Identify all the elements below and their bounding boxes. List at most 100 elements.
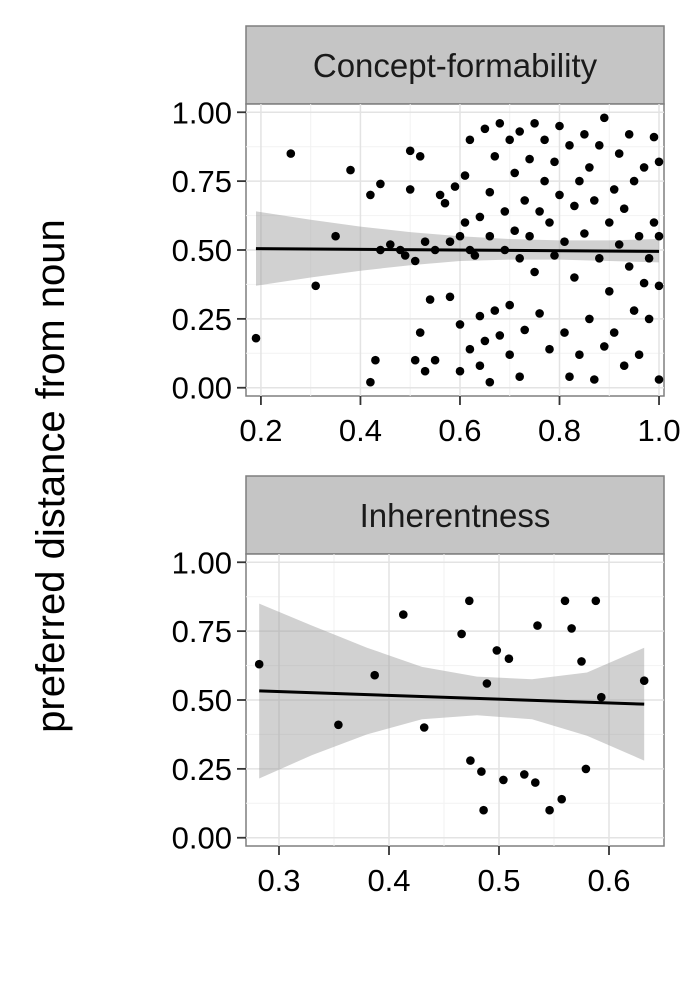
data-point (505, 135, 514, 145)
data-point (475, 311, 485, 321)
data-point (531, 778, 540, 787)
data-point (624, 262, 634, 271)
data-point (370, 670, 380, 680)
data-point (430, 245, 440, 255)
data-point (425, 295, 435, 304)
data-point (565, 141, 574, 150)
data-point (450, 182, 460, 191)
data-point (415, 328, 425, 337)
data-point (634, 350, 644, 360)
data-point (639, 676, 649, 685)
data-point (440, 198, 450, 208)
data-point (492, 646, 502, 655)
data-point (400, 251, 410, 260)
data-point (477, 767, 486, 776)
data-point (445, 292, 455, 302)
data-point (614, 240, 624, 249)
data-point (644, 253, 654, 263)
data-point (605, 218, 614, 227)
data-point (560, 328, 569, 337)
data-point (485, 231, 495, 241)
data-point (505, 300, 514, 310)
data-point (466, 756, 475, 765)
data-point (560, 596, 570, 606)
data-point (419, 723, 429, 732)
data-point (533, 621, 542, 630)
data-point (515, 127, 524, 136)
data-point (490, 152, 500, 161)
data-point (575, 176, 584, 186)
data-point (415, 152, 425, 161)
y-tick-label: 0.00 (172, 821, 232, 856)
data-point (614, 149, 624, 158)
data-point (460, 218, 470, 227)
data-point (619, 361, 629, 371)
data-point (500, 207, 510, 216)
data-point (520, 196, 529, 205)
x-tick-label: 0.6 (587, 863, 630, 898)
data-point (366, 377, 375, 387)
strip-background (245, 25, 665, 105)
x-tick-label: 0.2 (239, 413, 282, 448)
data-point (485, 377, 495, 387)
regression-line (259, 689, 645, 706)
data-point (580, 130, 589, 139)
y-tick-label: 1.00 (172, 545, 232, 580)
data-point (590, 196, 599, 205)
y-tick-label: 1.00 (172, 95, 232, 130)
data-point (540, 135, 549, 145)
data-point (515, 372, 524, 382)
data-point (405, 185, 415, 194)
y-tick-label: 0.50 (172, 683, 232, 718)
data-point (376, 245, 385, 255)
data-point (435, 190, 445, 200)
data-point (530, 119, 539, 128)
data-point (540, 176, 549, 186)
y-tick-label: 0.25 (172, 302, 232, 337)
data-point (399, 610, 408, 619)
data-point (550, 157, 559, 167)
data-point (510, 168, 519, 178)
data-point (445, 237, 455, 246)
data-point (597, 692, 606, 702)
strip-label: Inherentness (360, 497, 551, 534)
x-tick-label: 0.3 (257, 863, 300, 898)
data-point (600, 113, 609, 123)
data-point (619, 204, 629, 213)
x-tick-label: 0.4 (339, 413, 382, 448)
data-point (410, 355, 420, 365)
data-point (591, 596, 601, 606)
x-tick-label: 0.8 (538, 413, 581, 448)
y-tick-label: 0.25 (172, 752, 232, 787)
data-point (334, 720, 343, 730)
data-point (420, 366, 430, 376)
data-point (455, 320, 465, 329)
data-point (495, 331, 505, 340)
data-point (465, 596, 474, 606)
data-point (515, 253, 524, 263)
data-point (405, 146, 415, 156)
data-point (510, 226, 519, 235)
data-point (346, 165, 355, 175)
data-point (585, 163, 594, 172)
data-point (311, 281, 321, 291)
data-point (649, 132, 659, 142)
y-tick-label: 0.75 (172, 164, 232, 199)
data-point (520, 325, 529, 335)
data-point (254, 659, 264, 669)
data-point (495, 119, 505, 128)
panel-inherentness: Inherentness 0.00 0.25 0.50 0.75 1.00 0.3 0.4… (172, 475, 665, 898)
data-point (455, 366, 465, 376)
data-point (490, 306, 500, 315)
data-point (654, 231, 664, 241)
data-point (479, 805, 488, 815)
data-point (530, 267, 539, 277)
strip-label: Concept-formability (313, 47, 598, 84)
data-point (590, 375, 599, 384)
x-tick-label: 0.5 (477, 863, 520, 898)
data-point (371, 355, 380, 365)
data-point (455, 231, 465, 241)
data-point (575, 350, 584, 360)
data-point (609, 185, 619, 194)
